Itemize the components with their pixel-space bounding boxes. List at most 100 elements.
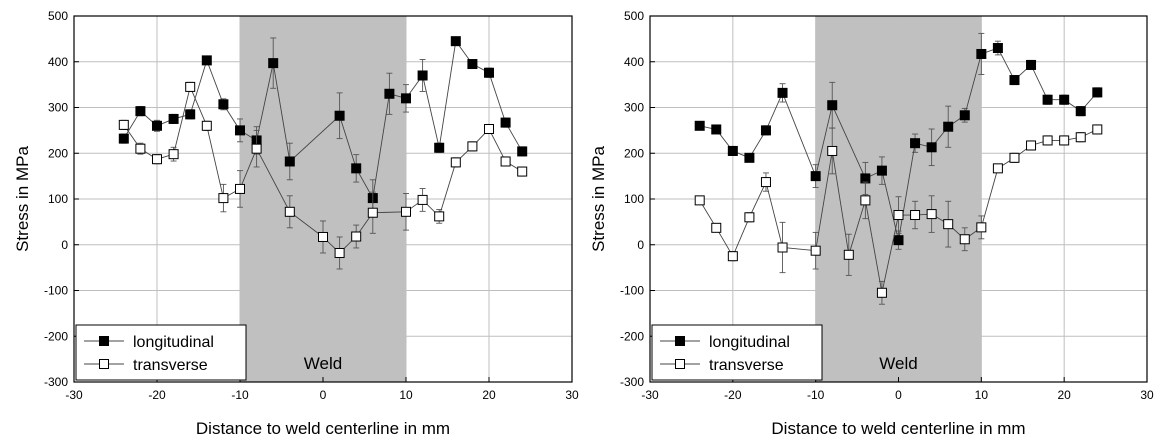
- x-tick-label: -30: [65, 388, 83, 402]
- data-point: [168, 149, 179, 160]
- x-tick-label: 20: [482, 388, 496, 402]
- data-point: [760, 125, 771, 136]
- y-axis-title: Stress in MPa: [13, 146, 32, 252]
- y-tick-label: -200: [620, 329, 644, 343]
- data-point: [810, 245, 821, 256]
- data-point: [218, 99, 229, 110]
- data-point: [235, 125, 245, 136]
- data-point: [976, 222, 987, 233]
- x-axis-title: Distance to weld centerline in mm: [771, 419, 1025, 438]
- data-point: [334, 247, 345, 258]
- y-axis-title: Stress in MPa: [589, 146, 608, 252]
- data-point: [152, 120, 162, 131]
- legend-marker: [99, 336, 109, 346]
- chart-panel-1: -30 -20 -10 0 10 20 30-300-200-100010020030040…: [13, 9, 579, 438]
- data-point: [1092, 87, 1103, 98]
- data-point: [1026, 59, 1037, 70]
- data-point: [417, 194, 428, 205]
- legend-marker: [675, 359, 685, 369]
- legend: longitudinal transverse: [651, 324, 823, 381]
- legend-label-longitudinal: longitudinal: [133, 334, 214, 351]
- data-point: [760, 177, 771, 188]
- data-point: [135, 106, 146, 117]
- data-point: [152, 154, 162, 165]
- data-point: [843, 249, 854, 260]
- legend-marker: [675, 336, 685, 346]
- y-tick-label: 200: [624, 146, 644, 160]
- data-point: [1026, 140, 1037, 151]
- series-transverse: [694, 124, 1103, 305]
- data-point: [827, 145, 838, 156]
- data-point: [235, 183, 245, 194]
- legend-box: [75, 324, 247, 381]
- data-point: [810, 171, 821, 182]
- data-point: [351, 163, 362, 174]
- data-point: [185, 81, 196, 92]
- data-point: [860, 195, 871, 206]
- y-tick-label: 500: [48, 9, 68, 23]
- x-tick-label: 10: [975, 388, 989, 402]
- x-axis-title: Distance to weld centerline in mm: [196, 419, 450, 438]
- data-point: [118, 119, 129, 130]
- y-tick-label: 300: [624, 101, 644, 115]
- data-point: [694, 195, 705, 206]
- data-point: [351, 231, 362, 242]
- data-point: [401, 93, 411, 104]
- y-tick-label: 400: [48, 55, 68, 69]
- legend-label-transverse: transverse: [709, 357, 784, 374]
- data-point: [417, 70, 428, 81]
- x-tick-label: 30: [1140, 388, 1154, 402]
- data-point: [727, 145, 738, 156]
- data-point: [1059, 135, 1070, 146]
- weld-label: Weld: [304, 354, 342, 373]
- data-point: [860, 173, 871, 184]
- data-point: [284, 206, 295, 217]
- data-point: [118, 133, 129, 144]
- y-tick-label: 0: [61, 238, 68, 252]
- data-point: [744, 212, 755, 223]
- data-point: [1092, 124, 1103, 135]
- x-tick-label: -20: [724, 388, 742, 402]
- data-point: [910, 210, 921, 221]
- x-tick-label: -10: [807, 388, 825, 402]
- data-point: [744, 152, 755, 163]
- data-point: [450, 36, 461, 47]
- y-tick-label: -300: [620, 375, 644, 389]
- data-point: [218, 193, 229, 204]
- x-tick-label: 30: [565, 388, 579, 402]
- data-point: [1075, 106, 1086, 117]
- data-point: [992, 43, 1003, 54]
- data-point: [777, 242, 788, 253]
- data-point: [168, 113, 179, 124]
- data-point: [1042, 94, 1053, 105]
- data-point: [334, 110, 345, 121]
- legend-label-transverse: transverse: [133, 357, 208, 374]
- data-point: [711, 222, 722, 233]
- data-point: [467, 141, 478, 152]
- data-point: [777, 87, 788, 98]
- data-point: [500, 117, 511, 128]
- y-tick-label: 300: [48, 101, 68, 115]
- data-point: [484, 67, 494, 78]
- x-tick-label: 20: [1057, 388, 1071, 402]
- data-point: [943, 121, 954, 132]
- y-tick-label: 100: [48, 192, 68, 206]
- data-point: [284, 156, 295, 167]
- y-tick-label: -100: [620, 284, 644, 298]
- y-tick-label: 400: [624, 55, 644, 69]
- x-tick-label: -30: [641, 388, 659, 402]
- data-point: [943, 219, 954, 230]
- x-tick-label: -10: [231, 388, 249, 402]
- data-point: [727, 251, 738, 262]
- series-longitudinal: [118, 36, 528, 217]
- data-point: [434, 211, 445, 222]
- data-point: [434, 142, 445, 153]
- y-tick-label: 500: [624, 9, 644, 23]
- data-point: [517, 166, 528, 177]
- data-point: [876, 165, 887, 176]
- data-point: [467, 59, 478, 70]
- data-point: [694, 120, 705, 131]
- data-point: [484, 124, 494, 135]
- data-point: [992, 163, 1003, 174]
